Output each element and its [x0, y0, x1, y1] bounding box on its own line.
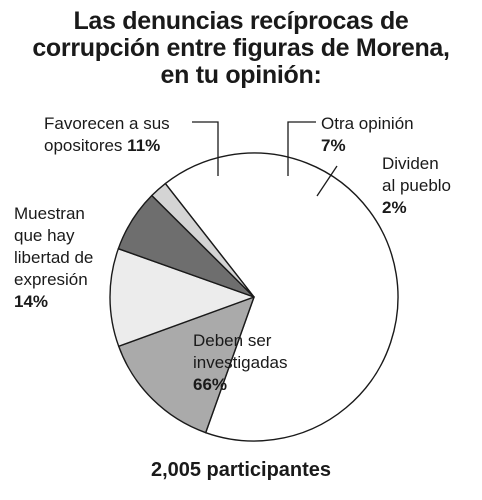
- slice-label-line: expresión: [14, 270, 88, 289]
- pie-slice-deben-ser-investigadas: [164, 152, 399, 442]
- leader-line-favorecen: [192, 121, 219, 176]
- slice-value: 14%: [14, 292, 49, 311]
- leader-line-otra-opinion: [287, 121, 316, 176]
- slice-label-line: Muestran: [14, 204, 85, 223]
- slice-label-line: Deben ser: [193, 331, 272, 350]
- slice-label-favorecen: Favorecen a sus opositores 11%: [44, 113, 170, 157]
- slice-value: 7%: [321, 136, 346, 155]
- slice-label-line: Dividen: [382, 154, 439, 173]
- participants-footer: 2,005 participantes: [150, 459, 332, 481]
- chart-title-line: Las denuncias recíprocas de: [73, 7, 409, 35]
- slice-label-line: opositores: [44, 136, 123, 155]
- slice-label-otra: Otra opinión 7%: [321, 113, 414, 157]
- slice-label-line: investigadas: [193, 353, 288, 372]
- pie-slice-favorecen-opositores: [109, 247, 255, 347]
- slice-label-dividen: Dividen al pueblo 2%: [382, 153, 451, 219]
- slice-label-line: libertad de: [14, 248, 94, 267]
- slice-label-line: Otra opinión: [321, 114, 414, 133]
- slice-value: 11%: [127, 136, 161, 155]
- chart-title: Las denuncias recíprocas de corrupción e…: [0, 8, 482, 89]
- chart-title-line: en tu opinión:: [160, 61, 322, 89]
- leader-line-dividen: [316, 165, 338, 197]
- chart-title-line: corrupción entre figuras de Morena,: [32, 34, 450, 62]
- slice-label-line: Favorecen a sus: [44, 114, 170, 133]
- pie-slice-muestran-libertad: [117, 296, 255, 434]
- slice-label-muestran: Muestran que hay libertad de expresión 1…: [14, 203, 93, 313]
- slice-label-deben: Deben ser investigadas 66%: [193, 330, 288, 396]
- pie-slice-dividen-al-pueblo: [151, 182, 255, 298]
- slice-label-line: que hay: [14, 226, 75, 245]
- slice-value: 66%: [193, 375, 228, 394]
- slice-value: 2%: [382, 198, 407, 217]
- slice-label-line: al pueblo: [382, 176, 452, 195]
